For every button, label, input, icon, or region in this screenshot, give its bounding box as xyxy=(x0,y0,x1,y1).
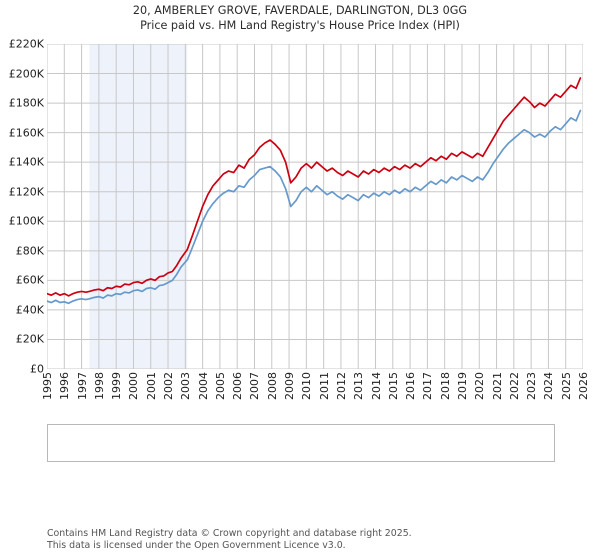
y-axis-tick-label: £140K xyxy=(8,155,44,169)
y-axis-labels: £0 £20K £40K £60K £80K £100K £120K £140K £160K £1… xyxy=(0,38,44,376)
x-axis-tick-label: 2011 xyxy=(317,372,331,400)
x-axis-tick-label: 2014 xyxy=(369,372,383,400)
x-axis-tick-label: 2023 xyxy=(525,372,539,400)
x-axis-labels: 1995 1996 1997 1998 1999 2000 2001 2002 2003 2004… xyxy=(41,372,590,416)
page-title: 20, AMBERLEY GROVE, FAVERDALE, DARLINGTO… xyxy=(0,3,600,33)
x-axis-tick-label: 2013 xyxy=(352,372,366,400)
y-axis-tick-label: £160K xyxy=(8,126,44,140)
footer-attribution: Contains HM Land Registry data © Crown c… xyxy=(47,528,587,551)
chart-title-line-1: 20, AMBERLEY GROVE, FAVERDALE, DARLINGTO… xyxy=(132,4,468,17)
y-axis-tick-label: £180K xyxy=(8,96,44,110)
x-axis-tick-label: 2012 xyxy=(334,372,348,400)
x-axis-tick-label: 2004 xyxy=(196,372,210,400)
x-axis-tick-label: 2005 xyxy=(213,372,227,400)
footer-line-2: This data is licensed under the Open Gov… xyxy=(47,539,346,551)
y-axis-tick-label: £60K xyxy=(15,273,44,287)
x-axis-tick-label: 2007 xyxy=(248,372,262,400)
x-axis-tick-label: 1999 xyxy=(110,372,124,400)
y-axis-tick-label: £100K xyxy=(8,214,44,228)
price-history-line-chart xyxy=(47,44,583,369)
x-axis-tick-label: 1997 xyxy=(75,372,89,400)
x-axis-tick-label: 2000 xyxy=(127,372,141,400)
x-axis-tick-label: 2010 xyxy=(300,372,314,400)
x-axis-tick-label: 2003 xyxy=(179,372,193,400)
y-axis-tick-label: £0 xyxy=(30,362,44,376)
x-axis-tick-label: 2026 xyxy=(577,372,590,400)
y-axis-tick-label: £200K xyxy=(8,67,44,81)
x-axis-tick-label: 1996 xyxy=(58,372,72,400)
x-axis-tick-label: 2009 xyxy=(283,372,297,400)
price-series-line xyxy=(47,77,582,297)
x-axis-tick-label: 2020 xyxy=(473,372,487,400)
chart-title-line-2: Price paid vs. HM Land Registry's House … xyxy=(140,19,460,32)
x-axis-tick-label: 2019 xyxy=(455,372,469,400)
x-axis-tick-label: 2001 xyxy=(144,372,158,400)
x-axis-tick-label: 2022 xyxy=(507,372,521,400)
chart-legend xyxy=(47,424,555,462)
footer-line-1: Contains HM Land Registry data © Crown c… xyxy=(47,528,412,539)
x-axis-tick-label: 2021 xyxy=(490,372,504,400)
y-axis-tick-label: £20K xyxy=(15,332,44,346)
chart-plot-area xyxy=(47,44,583,369)
x-axis-tick-label: 1998 xyxy=(92,372,106,400)
x-axis-tick-label: 2024 xyxy=(542,372,556,400)
x-axis-tick-label: 2025 xyxy=(559,372,573,400)
x-axis-tick-label: 1995 xyxy=(41,372,54,400)
x-axis-tick-label: 2016 xyxy=(404,372,418,400)
x-axis-tick-label: 2008 xyxy=(265,372,279,400)
y-axis-tick-label: £120K xyxy=(8,185,44,199)
y-axis-tick-label: £40K xyxy=(15,303,44,317)
y-axis-tick-label: £80K xyxy=(15,244,44,258)
x-axis-tick-label: 2015 xyxy=(386,372,400,400)
x-axis-tick-label: 2006 xyxy=(231,372,245,400)
x-axis-tick-label: 2018 xyxy=(438,372,452,400)
ownership-period-band xyxy=(89,44,188,369)
y-axis-tick-label: £220K xyxy=(8,37,44,51)
x-axis-tick-label: 2002 xyxy=(162,372,176,400)
x-axis-tick-label: 2017 xyxy=(421,372,435,400)
price-series-line xyxy=(47,109,582,305)
